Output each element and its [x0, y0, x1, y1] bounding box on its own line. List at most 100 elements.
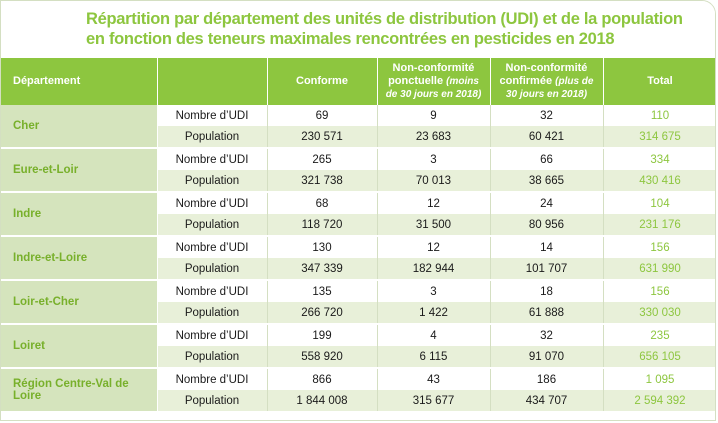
cell-ponctuelle: 3	[377, 280, 491, 302]
cell-confirmee: 60 421	[490, 126, 604, 149]
metric-label-population: Population	[157, 214, 268, 237]
header-metric	[157, 58, 268, 105]
table-title: Répartition par département des unités d…	[86, 9, 686, 49]
cell-confirmee: 434 707	[490, 390, 604, 413]
header-ponctuelle-main: Non-conformité ponctuelle	[388, 62, 475, 87]
cell-total: 631 990	[603, 258, 715, 281]
cell-ponctuelle: 70 013	[377, 170, 491, 193]
cell-total: 235	[603, 324, 715, 346]
metric-label-udi: Nombre d’UDI	[157, 280, 268, 302]
cell-confirmee: 80 956	[490, 214, 604, 237]
cell-total: 656 105	[603, 346, 715, 369]
cell-total: 330 030	[603, 302, 715, 325]
cell-ponctuelle: 43	[377, 368, 491, 390]
department-name: Région Centre-Val de Loire	[1, 368, 158, 413]
cell-conforme: 266 720	[267, 302, 378, 325]
metric-label-population: Population	[157, 390, 268, 413]
cell-total: 156	[603, 236, 715, 258]
header-ponctuelle: Non-conformité ponctuelle (moins de 30 j…	[377, 58, 491, 105]
table-row: Population 347 339 182 944 101 707 631 990	[1, 258, 715, 281]
cell-confirmee: 186	[490, 368, 604, 390]
table-row: Indre-et-Loire Nombre d’UDI 130 12 14 156	[1, 236, 715, 281]
metric-label-udi: Nombre d’UDI	[157, 105, 268, 126]
metric-label-udi: Nombre d’UDI	[157, 368, 268, 390]
cell-confirmee: 101 707	[490, 258, 604, 281]
header-departement: Département	[1, 58, 158, 105]
department-name: Loiret	[1, 324, 158, 369]
header-confirmee-note: (plus de 30 jours en 2018)	[505, 76, 594, 100]
table-row: Population 1 844 008 315 677 434 707 2 594 3…	[1, 390, 715, 413]
cell-conforme: 199	[267, 324, 378, 346]
title-zone: Répartition par département des unités d…	[1, 1, 715, 53]
table-row: Loir-et-Cher Nombre d’UDI 135 3 18 156	[1, 280, 715, 325]
cell-ponctuelle: 12	[377, 236, 491, 258]
cell-conforme: 130	[267, 236, 378, 258]
metric-label-population: Population	[157, 126, 268, 149]
cell-total: 2 594 392	[603, 390, 715, 413]
title-line-2: en fonction des teneurs maximales rencon…	[86, 30, 615, 48]
table-row: Population 266 720 1 422 61 888 330 030	[1, 302, 715, 325]
cell-ponctuelle: 23 683	[377, 126, 491, 149]
metric-label-udi: Nombre d’UDI	[157, 148, 268, 170]
metric-label-population: Population	[157, 258, 268, 281]
cell-confirmee: 91 070	[490, 346, 604, 369]
cell-conforme: 135	[267, 280, 378, 302]
metric-label-udi: Nombre d’UDI	[157, 324, 268, 346]
cell-conforme: 265	[267, 148, 378, 170]
table-row: Indre Nombre d’UDI 68 12 24 104	[1, 192, 715, 237]
header-conforme: Conforme	[267, 58, 378, 105]
cell-ponctuelle: 182 944	[377, 258, 491, 281]
cell-confirmee: 38 665	[490, 170, 604, 193]
cell-confirmee: 24	[490, 192, 604, 214]
cell-total: 110	[603, 105, 715, 126]
cell-total: 231 176	[603, 214, 715, 237]
cell-total: 314 675	[603, 126, 715, 149]
cell-ponctuelle: 315 677	[377, 390, 491, 413]
department-name: Indre-et-Loire	[1, 236, 158, 281]
cell-ponctuelle: 1 422	[377, 302, 491, 325]
cell-conforme: 321 738	[267, 170, 378, 193]
department-name: Eure-et-Loir	[1, 148, 158, 193]
cell-confirmee: 66	[490, 148, 604, 170]
table-row: Population 321 738 70 013 38 665 430 416	[1, 170, 715, 193]
cell-ponctuelle: 31 500	[377, 214, 491, 237]
cell-total: 104	[603, 192, 715, 214]
header-confirmee-main: Non-conformité confirmée	[499, 62, 588, 87]
metric-label-population: Population	[157, 346, 268, 369]
department-name: Loir-et-Cher	[1, 280, 158, 325]
department-name: Cher	[1, 105, 158, 149]
cell-total: 430 416	[603, 170, 715, 193]
pesticides-table: Département Conforme Non-conformité ponc…	[1, 58, 715, 413]
table-row: Eure-et-Loir Nombre d’UDI 265 3 66 334	[1, 148, 715, 193]
cell-conforme: 69	[267, 105, 378, 126]
cell-confirmee: 18	[490, 280, 604, 302]
cell-ponctuelle: 12	[377, 192, 491, 214]
cell-conforme: 68	[267, 192, 378, 214]
cell-ponctuelle: 6 115	[377, 346, 491, 369]
header-row: Département Conforme Non-conformité ponc…	[1, 58, 715, 105]
cell-total: 156	[603, 280, 715, 302]
cell-conforme: 347 339	[267, 258, 378, 281]
department-name: Indre	[1, 192, 158, 237]
table-row: Population 230 571 23 683 60 421 314 675	[1, 126, 715, 149]
header-ponctuelle-note: (moins de 30 jours en 2018)	[385, 76, 482, 100]
cell-conforme: 230 571	[267, 126, 378, 149]
header-total: Total	[603, 58, 715, 105]
title-line-1: Répartition par département des unités d…	[86, 10, 683, 28]
cell-total: 1 095	[603, 368, 715, 390]
table-row: Population 118 720 31 500 80 956 231 176	[1, 214, 715, 237]
metric-label-population: Population	[157, 302, 268, 325]
table-row: Population 558 920 6 115 91 070 656 105	[1, 346, 715, 369]
header-confirmee: Non-conformité confirmée (plus de 30 jou…	[490, 58, 604, 105]
metric-label-population: Population	[157, 170, 268, 193]
cell-conforme: 1 844 008	[267, 390, 378, 413]
cell-conforme: 866	[267, 368, 378, 390]
cell-confirmee: 61 888	[490, 302, 604, 325]
table-body: Cher Nombre d’UDI 69 9 32 110 Population 230 57…	[1, 105, 715, 413]
metric-label-udi: Nombre d’UDI	[157, 192, 268, 214]
cell-total: 334	[603, 148, 715, 170]
cell-ponctuelle: 9	[377, 105, 491, 126]
cell-confirmee: 32	[490, 324, 604, 346]
cell-conforme: 118 720	[267, 214, 378, 237]
